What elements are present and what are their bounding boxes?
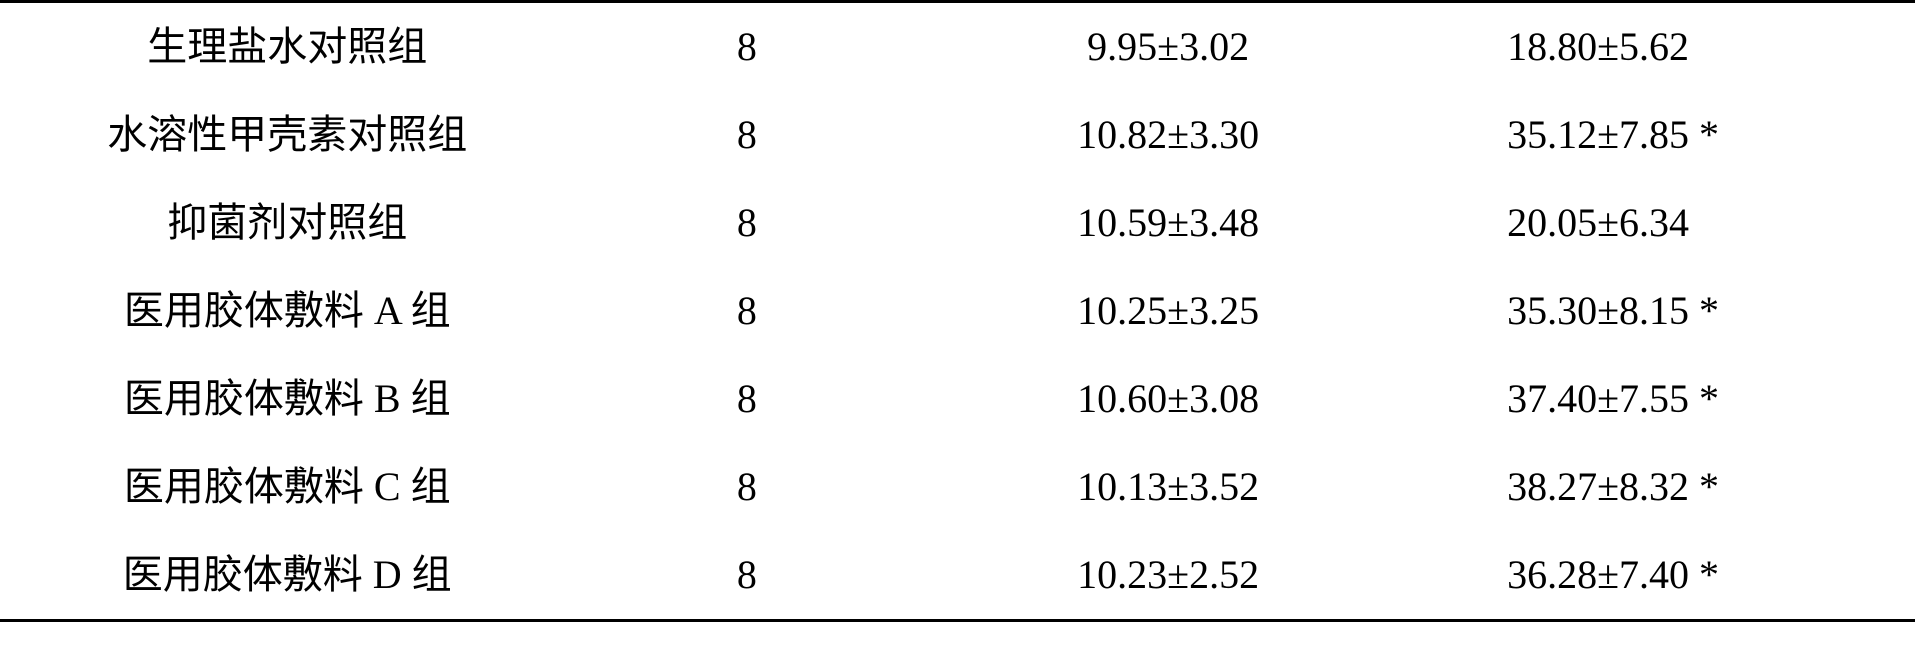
- cell-n: 8: [575, 179, 920, 267]
- table-row: 医用胶体敷料 B 组 8 10.60±3.08 37.40±7.55 *: [0, 355, 1915, 443]
- cell-group: 医用胶体敷料 D 组: [0, 531, 575, 621]
- cell-group: 医用胶体敷料 C 组: [0, 443, 575, 531]
- cell-val2: 35.30±8.15 *: [1417, 267, 1915, 355]
- cell-group: 生理盐水对照组: [0, 2, 575, 92]
- cell-val1: 10.13±3.52: [919, 443, 1417, 531]
- cell-val1: 10.23±2.52: [919, 531, 1417, 621]
- cell-n: 8: [575, 2, 920, 92]
- cell-val2: 18.80±5.62: [1417, 2, 1915, 92]
- table-row: 医用胶体敷料 D 组 8 10.23±2.52 36.28±7.40 *: [0, 531, 1915, 621]
- data-table: 生理盐水对照组 8 9.95±3.02 18.80±5.62 水溶性甲壳素对照组…: [0, 0, 1915, 622]
- cell-val2: 36.28±7.40 *: [1417, 531, 1915, 621]
- cell-val2: 35.12±7.85 *: [1417, 91, 1915, 179]
- cell-group: 水溶性甲壳素对照组: [0, 91, 575, 179]
- cell-n: 8: [575, 267, 920, 355]
- table-row: 水溶性甲壳素对照组 8 10.82±3.30 35.12±7.85 *: [0, 91, 1915, 179]
- cell-group: 医用胶体敷料 A 组: [0, 267, 575, 355]
- cell-val1: 10.82±3.30: [919, 91, 1417, 179]
- table-row: 抑菌剂对照组 8 10.59±3.48 20.05±6.34: [0, 179, 1915, 267]
- cell-n: 8: [575, 443, 920, 531]
- table-row: 医用胶体敷料 A 组 8 10.25±3.25 35.30±8.15 *: [0, 267, 1915, 355]
- table-body: 生理盐水对照组 8 9.95±3.02 18.80±5.62 水溶性甲壳素对照组…: [0, 2, 1915, 621]
- cell-val2: 20.05±6.34: [1417, 179, 1915, 267]
- cell-val1: 9.95±3.02: [919, 2, 1417, 92]
- cell-val1: 10.60±3.08: [919, 355, 1417, 443]
- cell-val2: 38.27±8.32 *: [1417, 443, 1915, 531]
- cell-val1: 10.59±3.48: [919, 179, 1417, 267]
- cell-n: 8: [575, 91, 920, 179]
- cell-val1: 10.25±3.25: [919, 267, 1417, 355]
- cell-group: 医用胶体敷料 B 组: [0, 355, 575, 443]
- cell-group: 抑菌剂对照组: [0, 179, 575, 267]
- cell-n: 8: [575, 355, 920, 443]
- table-container: 生理盐水对照组 8 9.95±3.02 18.80±5.62 水溶性甲壳素对照组…: [0, 0, 1915, 666]
- cell-n: 8: [575, 531, 920, 621]
- table-row: 生理盐水对照组 8 9.95±3.02 18.80±5.62: [0, 2, 1915, 92]
- table-row: 医用胶体敷料 C 组 8 10.13±3.52 38.27±8.32 *: [0, 443, 1915, 531]
- cell-val2: 37.40±7.55 *: [1417, 355, 1915, 443]
